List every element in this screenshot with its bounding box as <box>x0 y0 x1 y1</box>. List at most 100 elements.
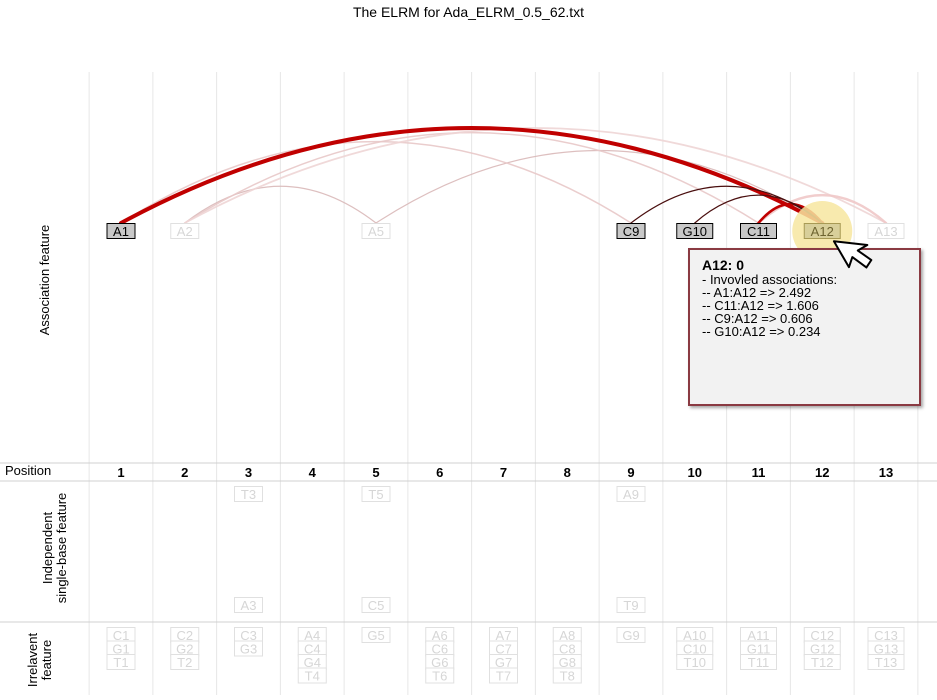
irrelevant-node-C6: C6 <box>425 640 455 657</box>
node-label: G5 <box>367 628 384 643</box>
node-box <box>676 223 714 239</box>
node-box <box>616 627 646 643</box>
node-label: T3 <box>241 487 256 502</box>
page-title: The ELRM for Ada_ELRM_0.5_62.txt <box>352 4 585 20</box>
position-number: 3 <box>245 465 252 480</box>
node-box <box>867 654 905 670</box>
association-feature-label: Association feature <box>37 224 52 336</box>
irrelevant-node-C3: C3 <box>234 627 263 643</box>
irrelevant-node-T8: T8 <box>552 667 582 684</box>
irrelevant-node-C2: C2 <box>170 627 200 643</box>
node-label: T11 <box>748 655 769 670</box>
node-label: G10 <box>682 224 707 239</box>
association-arc <box>630 185 823 224</box>
node-label: G4 <box>304 655 321 670</box>
node-label: A4 <box>304 628 320 643</box>
node-label: C1 <box>113 628 130 643</box>
node-label: G7 <box>495 655 512 670</box>
node-label: A11 <box>747 628 769 643</box>
node-label: C8 <box>559 642 576 657</box>
association-arc <box>119 126 825 225</box>
irrelevant-node-C4: C4 <box>297 640 327 657</box>
node-label: T5 <box>368 487 383 502</box>
irrelevant-node-G9: G9 <box>616 627 646 643</box>
node-label: T8 <box>560 669 575 684</box>
node-box <box>106 654 136 670</box>
association-node-C11: C11 <box>740 223 777 239</box>
independent-node-T3: T3 <box>234 486 263 502</box>
irrelevant-node-C8: C8 <box>552 640 582 657</box>
node-box <box>616 486 646 502</box>
tooltip-title: A12: 0 <box>702 257 745 273</box>
node-label: C7 <box>495 642 512 657</box>
node-box <box>170 223 200 239</box>
irrelevant-node-G13: G13 <box>867 640 905 657</box>
association-arcs <box>119 126 888 225</box>
node-box <box>361 223 391 239</box>
node-label: G12 <box>810 642 835 657</box>
independent-label-line1: Independent <box>40 511 55 585</box>
node-label: C6 <box>431 642 448 657</box>
irrelevant-node-T11: T11 <box>740 654 777 670</box>
node-box <box>803 223 841 239</box>
irrelevant-node-A8: A8 <box>552 627 582 643</box>
node-box <box>676 654 714 670</box>
association-arc <box>183 127 887 224</box>
irrelevant-node-A6: A6 <box>425 627 455 643</box>
tooltip-line: - Invovled associations: <box>702 272 838 287</box>
independent-node-A9: A9 <box>616 486 646 502</box>
node-label: G13 <box>874 642 899 657</box>
irrelevant-node-G11: G11 <box>740 640 777 657</box>
association-node-A13: A13 <box>867 223 905 239</box>
node-label: A1 <box>113 224 129 239</box>
node-box <box>170 654 200 670</box>
irrelevant-node-T1: T1 <box>106 654 136 670</box>
node-label: T4 <box>305 669 320 684</box>
node-box <box>234 640 263 657</box>
position-number: 12 <box>815 465 829 480</box>
node-box <box>361 486 391 502</box>
node-label: A3 <box>241 598 257 613</box>
irrelevant-label-line1: Irrelavent <box>25 632 40 688</box>
node-label: T10 <box>684 655 706 670</box>
independent-node-A3: A3 <box>234 597 263 613</box>
node-label: G9 <box>622 628 639 643</box>
position-number: 1 <box>117 465 124 480</box>
irrelevant-node-G6: G6 <box>425 654 455 670</box>
node-label: T1 <box>113 655 128 670</box>
irrelevant-node-T7: T7 <box>489 667 518 684</box>
position-number: 7 <box>500 465 507 480</box>
node-label: G1 <box>112 642 129 657</box>
irrelevant-node-T4: T4 <box>297 667 327 684</box>
independent-features: T3 T5 A9 A3 C5 T9 <box>234 486 646 613</box>
node-label: T6 <box>432 669 447 684</box>
node-label: G6 <box>431 655 448 670</box>
node-label: G11 <box>747 642 771 657</box>
column-grid <box>88 72 919 695</box>
node-label: A8 <box>559 628 575 643</box>
irrelevant-label-line2: feature <box>39 639 54 681</box>
mouse-cursor-icon <box>832 240 873 269</box>
node-box <box>803 654 841 670</box>
position-label: Position <box>5 463 52 478</box>
node-label: A10 <box>683 628 706 643</box>
node-box <box>234 597 263 613</box>
irrelevant-node-G12: G12 <box>803 640 841 657</box>
tooltip-line: -- A1:A12 => 2.492 <box>702 285 812 300</box>
position-number: 4 <box>309 465 317 480</box>
node-label: A12 <box>811 224 834 239</box>
irrelevant-node-T12: T12 <box>803 654 841 670</box>
node-label: T12 <box>811 655 833 670</box>
independent-feature-label: Independent single-base feature <box>40 473 69 623</box>
node-label: T7 <box>496 669 511 684</box>
association-arc <box>120 140 632 224</box>
row-separators <box>0 462 937 623</box>
association-arc <box>757 194 888 225</box>
irrelevant-node-G5: G5 <box>361 627 391 643</box>
node-box <box>740 654 777 670</box>
node-box <box>234 486 263 502</box>
node-label: C13 <box>874 628 898 643</box>
node-label: A13 <box>874 224 897 239</box>
position-number: 13 <box>879 465 893 480</box>
